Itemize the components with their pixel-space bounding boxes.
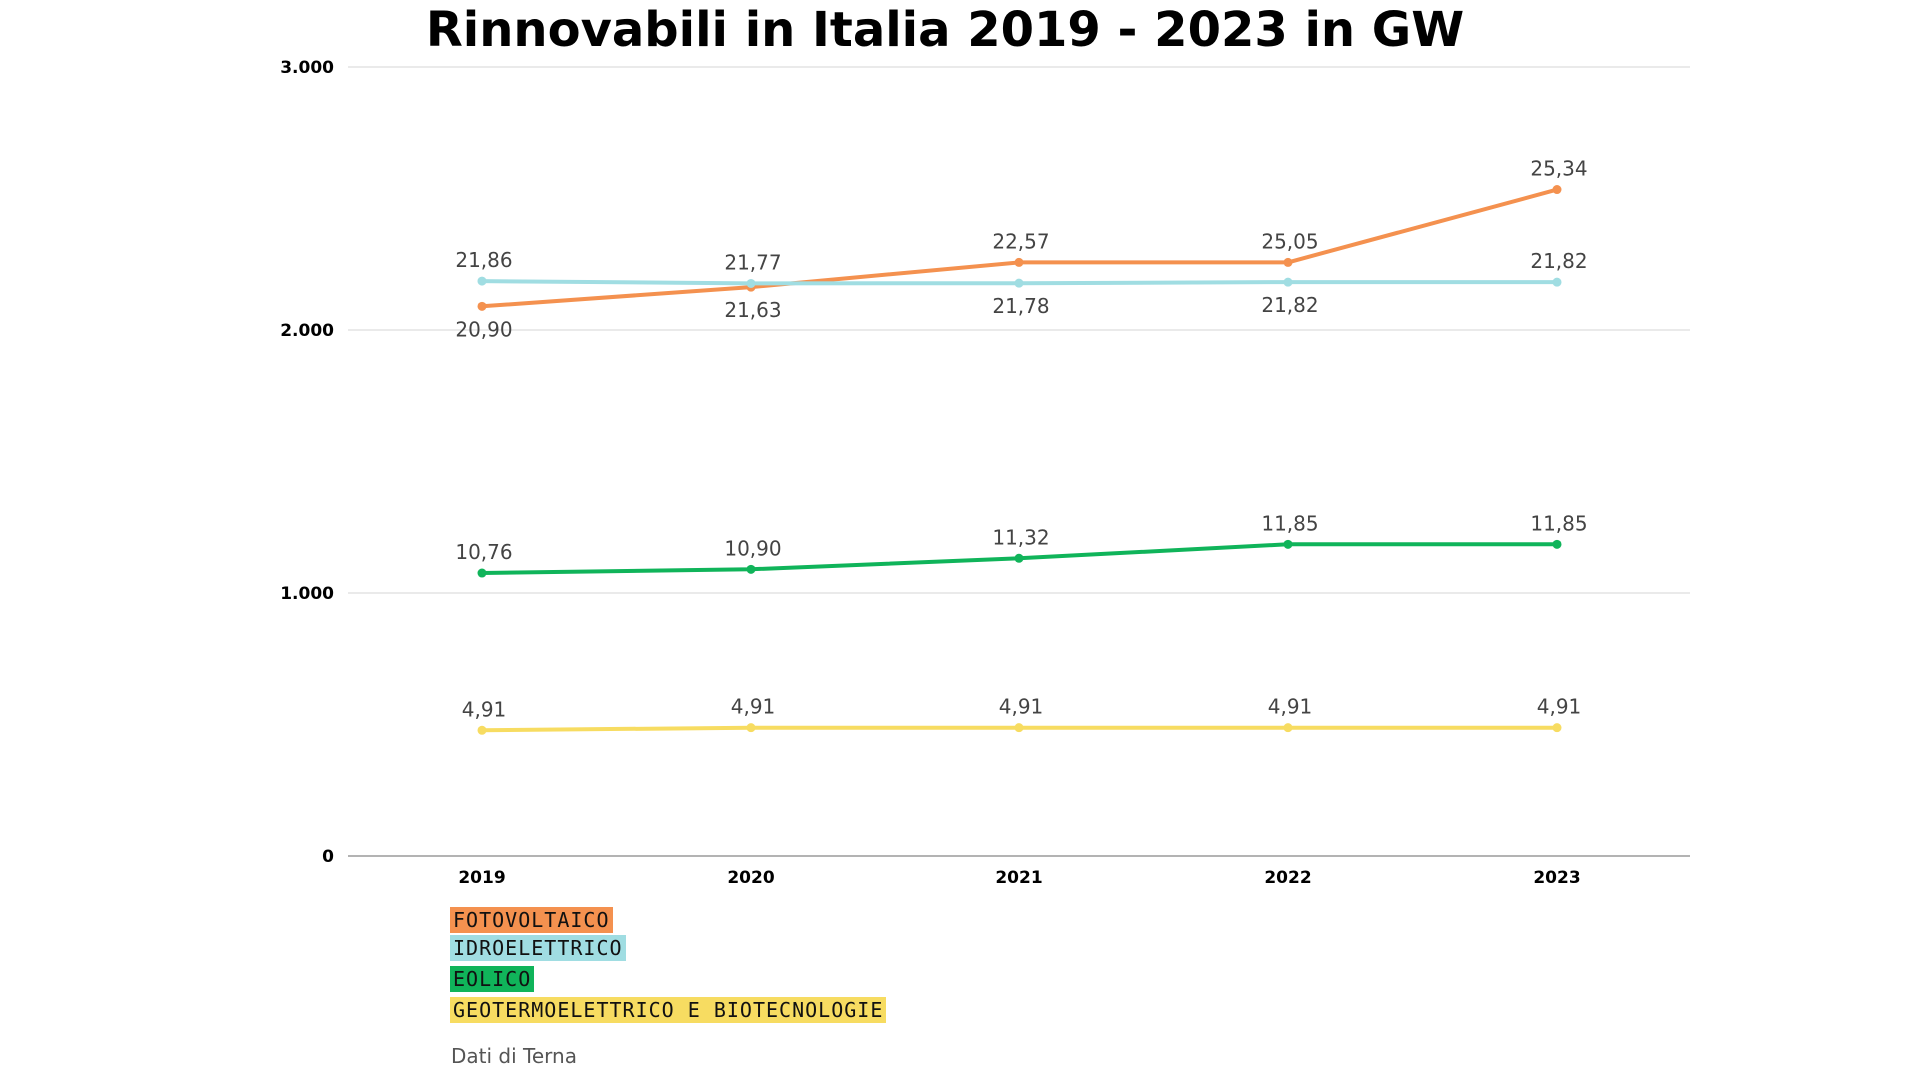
y-tick-label: 1.000 — [280, 584, 334, 604]
x-tick-label: 2023 — [1533, 868, 1580, 888]
chart-title: Rinnovabili in Italia 2019 - 2023 in GW — [426, 2, 1464, 58]
data-label-geotermoelettrico: 4,91 — [1268, 695, 1313, 719]
data-label-fotovoltaico: 25,05 — [1261, 229, 1318, 253]
data-label-eolico: 11,32 — [992, 525, 1049, 549]
data-point-geotermoelettrico — [746, 723, 756, 733]
data-label-geotermoelettrico: 4,91 — [731, 695, 776, 719]
data-label-idroelettrico: 21,77 — [724, 250, 781, 274]
data-label-eolico: 11,85 — [1530, 511, 1587, 535]
data-point-idroelettrico — [746, 278, 756, 288]
data-point-fotovoltaico — [477, 301, 487, 311]
y-axis-ticks: 0 1.000 2.000 3.000 — [280, 58, 334, 867]
legend-item-fotovoltaico: FOTOVOLTAICO — [450, 907, 613, 933]
data-point-idroelettrico — [1014, 278, 1024, 288]
data-point-idroelettrico — [1552, 277, 1562, 287]
data-label-idroelettrico: 21,82 — [1530, 249, 1587, 273]
data-point-idroelettrico — [1283, 277, 1293, 287]
data-point-geotermoelettrico — [1552, 723, 1562, 733]
x-tick-label: 2019 — [458, 868, 505, 888]
data-label-idroelettrico: 21,86 — [455, 248, 512, 272]
data-point-eolico — [746, 564, 756, 574]
data-point-geotermoelettrico — [477, 725, 487, 735]
data-label-fotovoltaico: 22,57 — [992, 229, 1049, 253]
legend-item-geotermoelettrico: GEOTERMOELETTRICO E BIOTECNOLOGIE — [450, 997, 887, 1023]
source-note: Dati di Terna — [451, 1044, 577, 1068]
data-labels: 20,90 21,63 22,57 25,05 25,34 21,86 21,77 21,78… — [455, 157, 1587, 722]
y-tick-label: 3.000 — [280, 58, 334, 78]
x-tick-label: 2021 — [995, 868, 1042, 888]
data-label-fotovoltaico: 21,63 — [724, 298, 781, 322]
data-point-eolico — [1014, 553, 1024, 563]
data-point-idroelettrico — [477, 276, 487, 286]
data-label-idroelettrico: 21,78 — [992, 294, 1049, 318]
legend-item-eolico: EOLICO — [450, 966, 535, 992]
data-label-eolico: 11,85 — [1261, 511, 1318, 535]
data-label-fotovoltaico: 20,90 — [455, 317, 512, 341]
series-lines — [477, 185, 1562, 735]
data-label-geotermoelettrico: 4,91 — [1537, 695, 1582, 719]
data-point-eolico — [1283, 539, 1293, 549]
y-tick-label: 2.000 — [280, 321, 334, 341]
data-point-fotovoltaico — [1014, 257, 1024, 267]
data-label-eolico: 10,76 — [455, 540, 512, 564]
legend-item-idroelettrico: IDROELETTRICO — [450, 935, 626, 961]
data-point-geotermoelettrico — [1283, 723, 1293, 733]
data-label-fotovoltaico: 25,34 — [1530, 157, 1587, 181]
x-tick-label: 2022 — [1264, 868, 1311, 888]
y-tick-label: 0 — [322, 847, 334, 867]
data-point-geotermoelettrico — [1014, 723, 1024, 733]
data-point-fotovoltaico — [1552, 185, 1562, 195]
data-point-eolico — [1552, 539, 1562, 549]
data-point-fotovoltaico — [1283, 257, 1293, 267]
data-label-geotermoelettrico: 4,91 — [462, 697, 507, 721]
x-tick-label: 2020 — [727, 868, 774, 888]
data-label-geotermoelettrico: 4,91 — [999, 695, 1044, 719]
x-axis-ticks: 2019 2020 2021 2022 2023 — [458, 868, 1580, 888]
data-label-idroelettrico: 21,82 — [1261, 293, 1318, 317]
gridlines — [348, 66, 1690, 857]
data-point-eolico — [477, 568, 487, 578]
data-label-eolico: 10,90 — [724, 536, 781, 560]
